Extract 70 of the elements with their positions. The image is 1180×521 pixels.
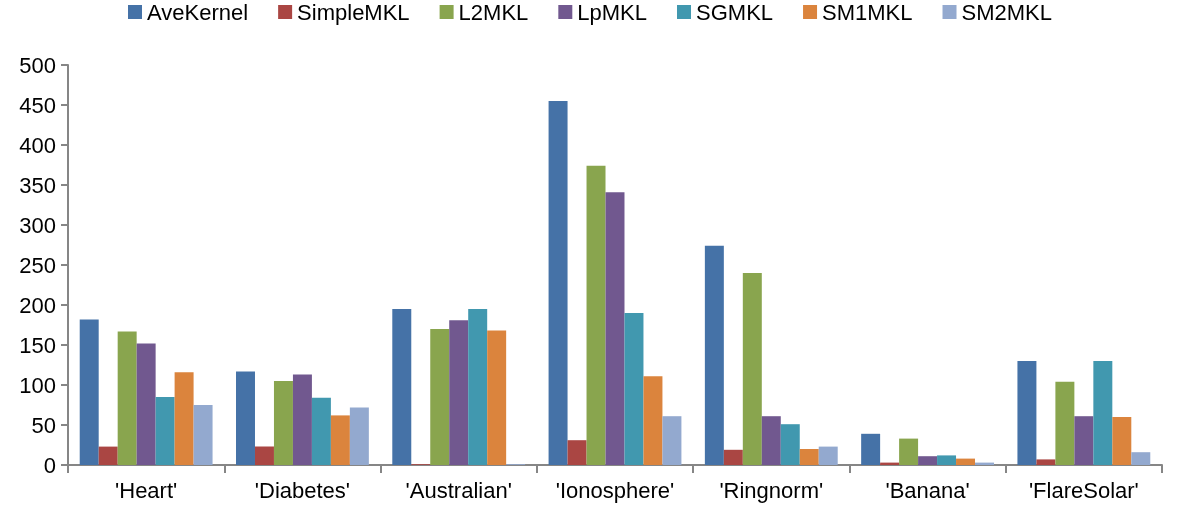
bar: [254, 446, 274, 465]
bar: [292, 374, 312, 465]
bar: [742, 273, 762, 465]
legend-label: AveKernel: [147, 0, 249, 25]
bar: [430, 329, 450, 465]
bar: [1017, 361, 1037, 465]
bar: [330, 415, 350, 465]
bar: [349, 407, 369, 465]
y-tick-label: 0: [43, 452, 56, 478]
x-tick-label: 'Ringnorm': [719, 477, 824, 503]
bar: [1112, 417, 1132, 465]
bar: [723, 449, 743, 465]
bar: [1131, 452, 1151, 465]
legend-label: SM1MKL: [822, 0, 913, 25]
y-tick-label: 100: [19, 372, 56, 398]
bar: [1036, 459, 1056, 465]
bar: [1055, 381, 1075, 465]
bar: [468, 309, 488, 465]
y-tick-label: 350: [19, 172, 56, 198]
bar: [1074, 416, 1094, 465]
bar: [136, 343, 156, 465]
legend-label: L2MKL: [458, 0, 529, 25]
bar: [236, 371, 255, 465]
bar: [780, 424, 800, 465]
bar: [487, 330, 507, 465]
bar: [117, 331, 137, 465]
legend-label: SM2MKL: [961, 0, 1052, 25]
bar: [155, 397, 175, 465]
bar: [548, 101, 568, 465]
bar: [449, 320, 469, 465]
y-tick-label: 200: [19, 292, 56, 318]
y-tick-label: 50: [31, 412, 56, 438]
bar: [761, 416, 781, 465]
x-tick-label: 'FlareSolar': [1028, 477, 1139, 503]
bar: [79, 319, 99, 465]
bar: [861, 433, 881, 465]
bar: [799, 449, 819, 465]
bar: [643, 376, 663, 465]
bar: [392, 309, 412, 465]
legend-label: LpMKL: [577, 0, 648, 25]
bar: [567, 440, 587, 465]
bar: [956, 458, 976, 465]
bar: [899, 438, 919, 465]
bar: [818, 446, 838, 465]
y-tick-label: 150: [19, 332, 56, 358]
y-tick-label: 300: [19, 212, 56, 238]
bar: [918, 456, 938, 465]
bar: [704, 245, 724, 465]
legend-label: SimpleMKL: [297, 0, 410, 25]
x-tick-label: 'Diabetes': [254, 477, 351, 503]
bar: [1093, 361, 1113, 465]
x-tick-label: 'Banana': [885, 477, 970, 503]
bar: [586, 165, 606, 465]
bar: [605, 192, 625, 465]
x-tick-label: 'Australian': [405, 477, 512, 503]
y-tick-label: 400: [19, 132, 56, 158]
y-tick-label: 500: [19, 52, 56, 78]
bar: [662, 416, 682, 465]
bar: [193, 405, 213, 465]
bar: [273, 381, 293, 465]
y-tick-label: 450: [19, 92, 56, 118]
bar: [937, 455, 957, 465]
bar: [311, 397, 331, 465]
bar: [624, 313, 644, 465]
bar: [174, 372, 194, 465]
legend-label: SGMKL: [696, 0, 774, 25]
x-tick-label: 'Heart': [115, 477, 178, 503]
y-tick-label: 250: [19, 252, 56, 278]
x-tick-label: 'Ionosphere': [555, 477, 675, 503]
bar: [98, 446, 118, 465]
